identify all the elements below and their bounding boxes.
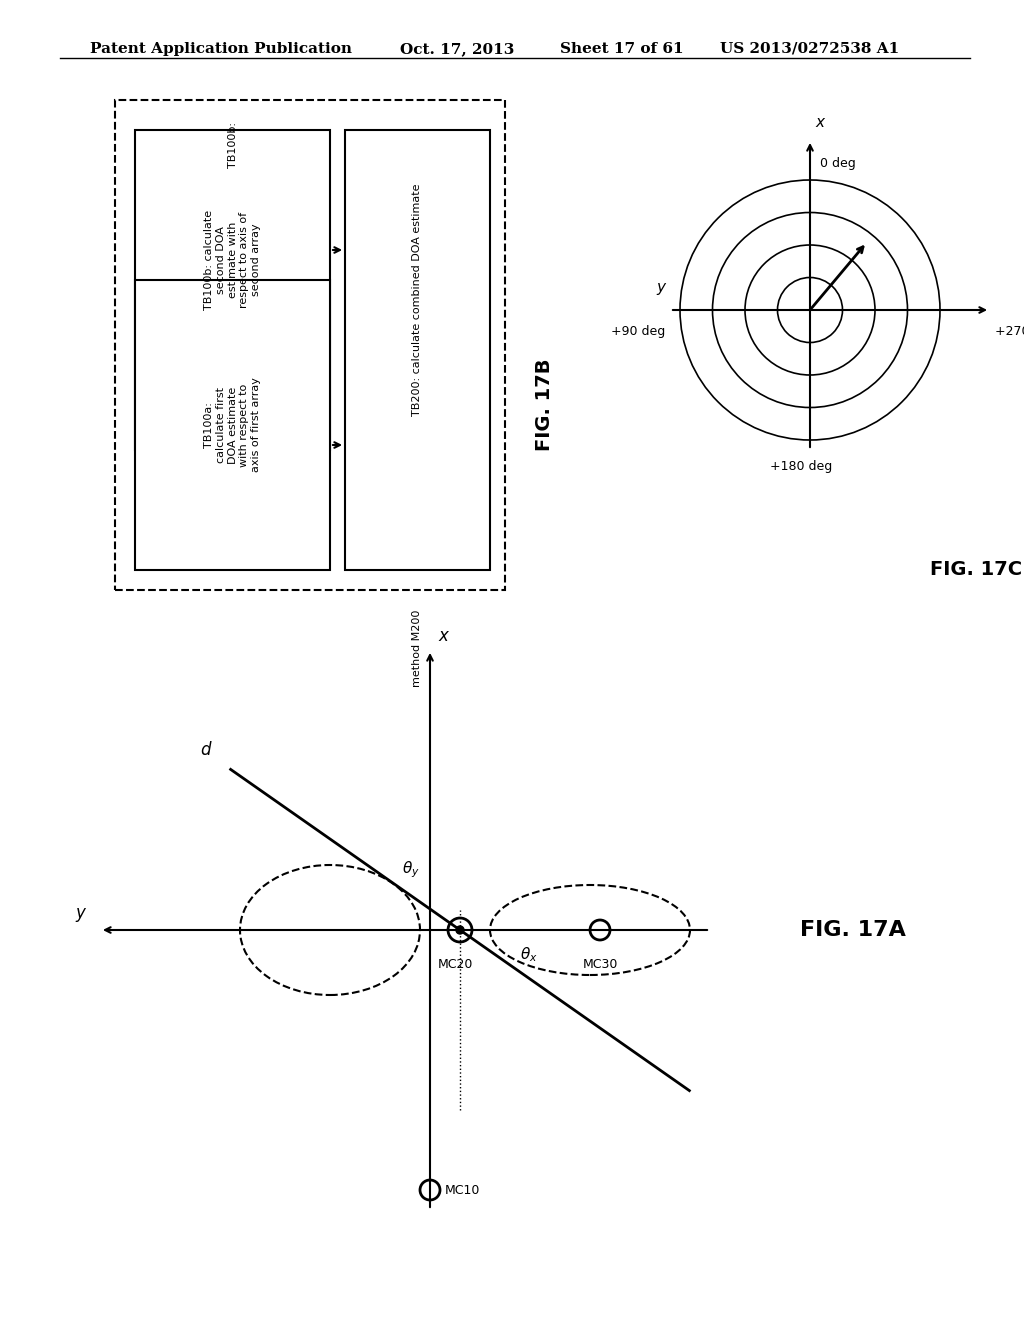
Text: method M200: method M200: [413, 610, 423, 688]
Text: Oct. 17, 2013: Oct. 17, 2013: [400, 42, 514, 55]
Text: +90 deg: +90 deg: [610, 325, 665, 338]
Text: TB100a:
calculate first
DOA estimate
with respect to
axis of first array: TB100a: calculate first DOA estimate wit…: [205, 378, 261, 473]
Text: y: y: [656, 280, 665, 294]
Text: MC20: MC20: [437, 958, 473, 972]
Text: Sheet 17 of 61: Sheet 17 of 61: [560, 42, 684, 55]
Text: FIG. 17B: FIG. 17B: [535, 359, 554, 451]
FancyBboxPatch shape: [115, 100, 505, 590]
Text: d: d: [200, 742, 211, 759]
Text: 0 deg: 0 deg: [820, 157, 856, 170]
Text: TB100b:: TB100b:: [227, 121, 238, 168]
Text: MC30: MC30: [583, 958, 617, 972]
Text: MC10: MC10: [445, 1184, 480, 1196]
Text: x: x: [438, 627, 447, 645]
Text: TB100b: calculate
second DOA
estimate with
respect to axis of
second array: TB100b: calculate second DOA estimate wi…: [205, 210, 261, 310]
Text: +270 deg: +270 deg: [995, 325, 1024, 338]
Text: FIG. 17C: FIG. 17C: [930, 560, 1022, 579]
Text: $\theta_y$: $\theta_y$: [402, 859, 420, 880]
Text: US 2013/0272538 A1: US 2013/0272538 A1: [720, 42, 899, 55]
Text: FIG. 17A: FIG. 17A: [800, 920, 906, 940]
Text: $\theta_x$: $\theta_x$: [520, 945, 538, 965]
FancyBboxPatch shape: [135, 280, 330, 570]
Text: Patent Application Publication: Patent Application Publication: [90, 42, 352, 55]
Text: TB200: calculate combined DOA estimate: TB200: calculate combined DOA estimate: [413, 183, 423, 416]
Circle shape: [456, 927, 464, 935]
FancyBboxPatch shape: [135, 129, 330, 450]
Text: y: y: [75, 904, 85, 921]
Text: x: x: [815, 115, 824, 129]
Text: +180 deg: +180 deg: [770, 459, 833, 473]
FancyBboxPatch shape: [345, 129, 490, 570]
